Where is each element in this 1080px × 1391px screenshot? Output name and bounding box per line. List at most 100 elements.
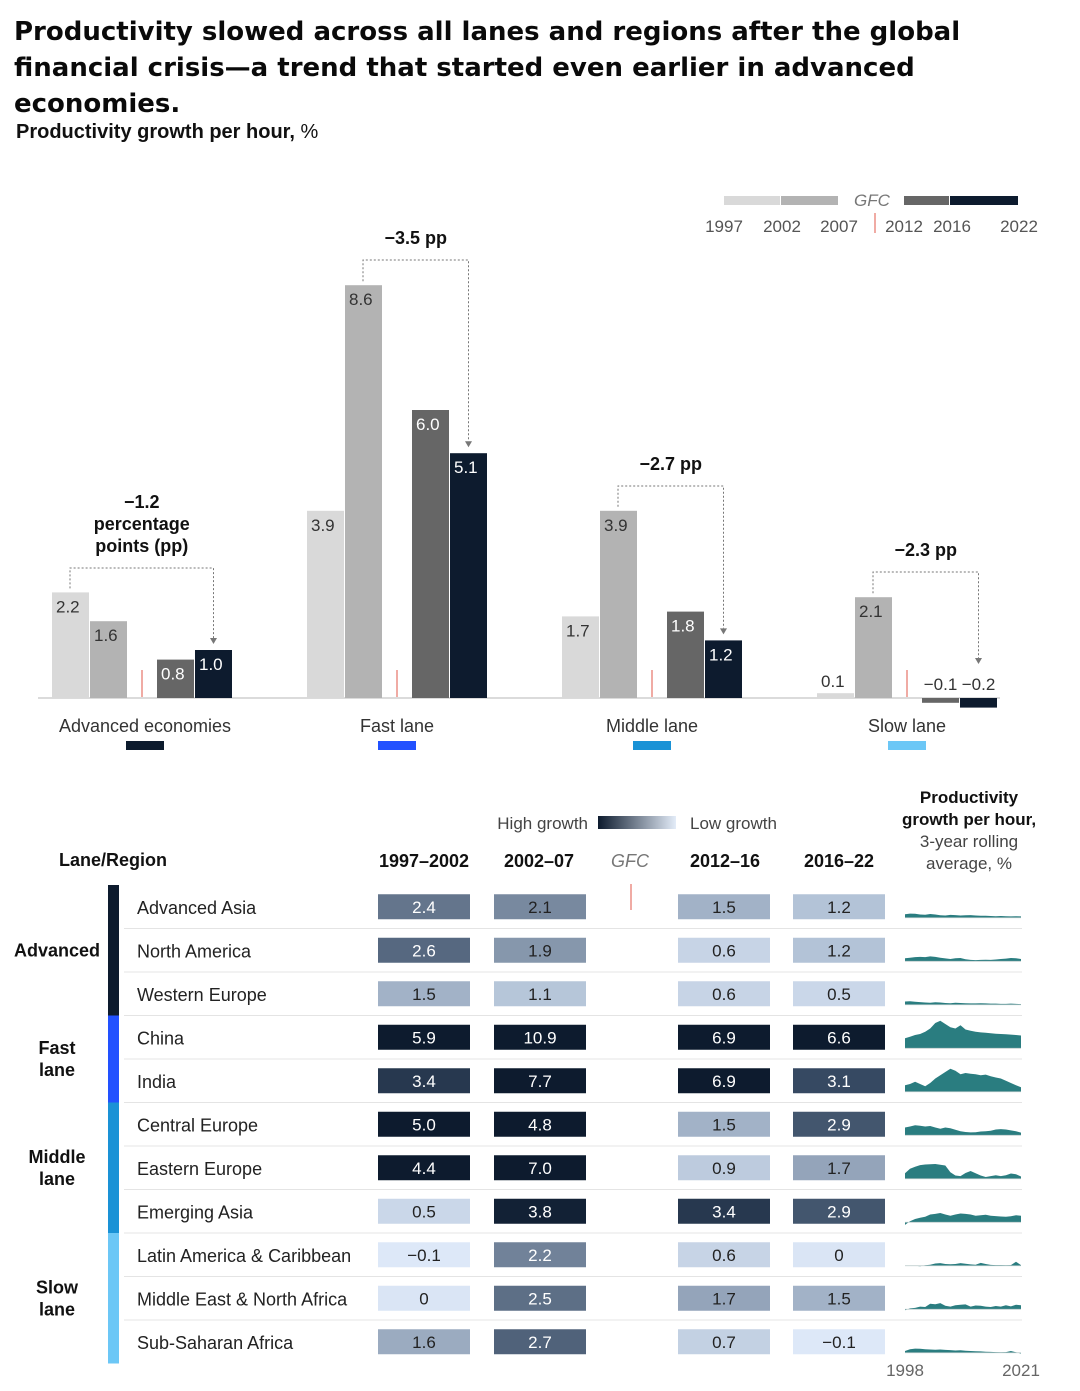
heatmap-cell — [378, 1329, 470, 1355]
bar-value-label: 1.2 — [709, 645, 733, 664]
bar-group: 1.7 3.9 1.8 1.2 −2.7 pp Middle lane — [562, 454, 742, 750]
legend-year: 2002 — [763, 217, 801, 236]
heatmap-cell — [378, 894, 470, 920]
heatmap-cell — [378, 1285, 470, 1311]
heatmap-cell — [678, 1242, 770, 1268]
bar — [960, 698, 997, 708]
bar — [345, 285, 382, 698]
legend-year: 2012 — [885, 217, 923, 236]
column-header: 2002–07 — [504, 851, 574, 871]
heatmap-cell — [678, 1155, 770, 1181]
lane-color-swatch — [888, 741, 926, 750]
heatmap-cell — [793, 1329, 885, 1355]
lane-group-label: lane — [39, 1299, 75, 1319]
heatmap-cell — [494, 937, 586, 963]
heatmap-cell-value: 3.4 — [412, 1072, 436, 1091]
lane-bar — [108, 885, 119, 1016]
heatmap-cell-value: 2.4 — [412, 898, 436, 917]
bar-value-label: 1.6 — [94, 626, 118, 645]
heatmap-cell-value: 2.7 — [528, 1333, 552, 1352]
bracket-arrow — [975, 658, 982, 664]
heatmap-cell — [678, 894, 770, 920]
change-bracket — [617, 485, 724, 629]
region-label: Eastern Europe — [137, 1159, 262, 1179]
bar-value-label: 8.6 — [349, 290, 373, 309]
heatmap-cell — [678, 981, 770, 1007]
heatmap-cell-value: 0.6 — [712, 1246, 736, 1265]
sparkline — [905, 1020, 1021, 1049]
heatmap-cell — [678, 1285, 770, 1311]
bar-value-label: 1.0 — [199, 655, 223, 674]
bar — [600, 510, 637, 698]
change-bracket — [362, 259, 469, 442]
heatmap-cell — [378, 1024, 470, 1050]
lane-group-label: Slow — [36, 1277, 79, 1297]
bar — [307, 510, 344, 698]
legend-swatch-2016-2022 — [950, 196, 1018, 205]
bar-group: 3.9 8.6 6.0 5.1 −3.5 pp Fast lane — [307, 228, 487, 750]
sparkline — [905, 956, 1021, 962]
change-bracket — [69, 567, 214, 638]
bar-value-label: 2.1 — [859, 602, 883, 621]
sparkline — [905, 1001, 1021, 1005]
heatmap-cell — [494, 1198, 586, 1224]
heatmap-cell — [378, 1242, 470, 1268]
heatmap-cell-value: 4.8 — [528, 1115, 552, 1134]
heatmap-cell-value: 1.6 — [412, 1333, 436, 1352]
region-label: Sub-Saharan Africa — [137, 1333, 294, 1353]
heatmap-cell — [793, 1198, 885, 1224]
heatmap-cell-value: 0.5 — [412, 1202, 436, 1221]
sparkline — [905, 1213, 1021, 1225]
heatmap-cell — [494, 1242, 586, 1268]
bar — [817, 693, 854, 698]
region-label: China — [137, 1028, 185, 1048]
subtitle-unit: % — [294, 121, 319, 143]
lane-group-label: lane — [39, 1169, 75, 1189]
heatmap-cell-value: 1.2 — [827, 898, 851, 917]
heatmap-cell — [378, 1198, 470, 1224]
heatmap-cell — [378, 981, 470, 1007]
lane-color-swatch — [126, 741, 164, 750]
chart-subtitle: Productivity growth per hour, % — [16, 121, 318, 144]
heatmap-cell-value: 2.9 — [827, 1202, 851, 1221]
heatmap-cell-value: 5.0 — [412, 1115, 436, 1134]
heatmap-cell — [793, 1068, 885, 1094]
heatmap-cell-value: 1.5 — [712, 898, 736, 917]
heatmap-cell-value: 1.5 — [712, 1115, 736, 1134]
heatmap-cell-value: 2.2 — [528, 1246, 552, 1265]
lane-group-label: Middle — [29, 1147, 86, 1167]
heatmap-cell — [378, 1155, 470, 1181]
change-annotation: −2.3 pp — [894, 540, 957, 560]
bar — [450, 453, 487, 698]
region-label: Advanced Asia — [137, 898, 257, 918]
subtitle-bold: Productivity growth per hour, — [16, 121, 295, 143]
heatmap-cell — [678, 1111, 770, 1137]
bar — [90, 621, 127, 698]
heatmap-cell-value: 5.9 — [412, 1028, 436, 1047]
bar — [922, 698, 959, 703]
bar-chart: GFC 1997 2002 2007 2012 2016 2022 2.2 1.6 0.8 1.0 −… — [38, 191, 1038, 750]
legend-swatch-1997-2002 — [724, 196, 780, 205]
region-label: Emerging Asia — [137, 1202, 254, 1222]
table-row: Emerging Asia 0.5 3.8 3.4 2.9 — [124, 1189, 1022, 1225]
heatmap-cell — [378, 1111, 470, 1137]
region-label: Middle East & North Africa — [137, 1289, 348, 1309]
heatmap-cell-value: 0 — [419, 1289, 428, 1308]
sparkline — [905, 1164, 1021, 1179]
bar-value-label: 2.2 — [56, 597, 80, 616]
lane-group-label: Fast — [38, 1038, 75, 1058]
lane-bar — [108, 1015, 119, 1103]
category-label: Fast lane — [360, 716, 434, 736]
heatmap-cell-value: 1.5 — [412, 985, 436, 1004]
lane-bar — [108, 1102, 119, 1233]
bar-value-label: 6.0 — [416, 415, 440, 434]
heatmap-cell — [494, 1155, 586, 1181]
legend-swatch-2002-2007 — [781, 196, 838, 205]
table-row: China 5.9 10.9 6.9 6.6 — [124, 1015, 1022, 1050]
heatmap-cell-value: 6.6 — [827, 1028, 851, 1047]
bar — [157, 659, 194, 698]
heatmap-cell — [378, 1068, 470, 1094]
period-legend: GFC 1997 2002 2007 2012 2016 2022 — [705, 191, 1038, 236]
sparkline-header: 3-year rolling — [920, 832, 1018, 851]
